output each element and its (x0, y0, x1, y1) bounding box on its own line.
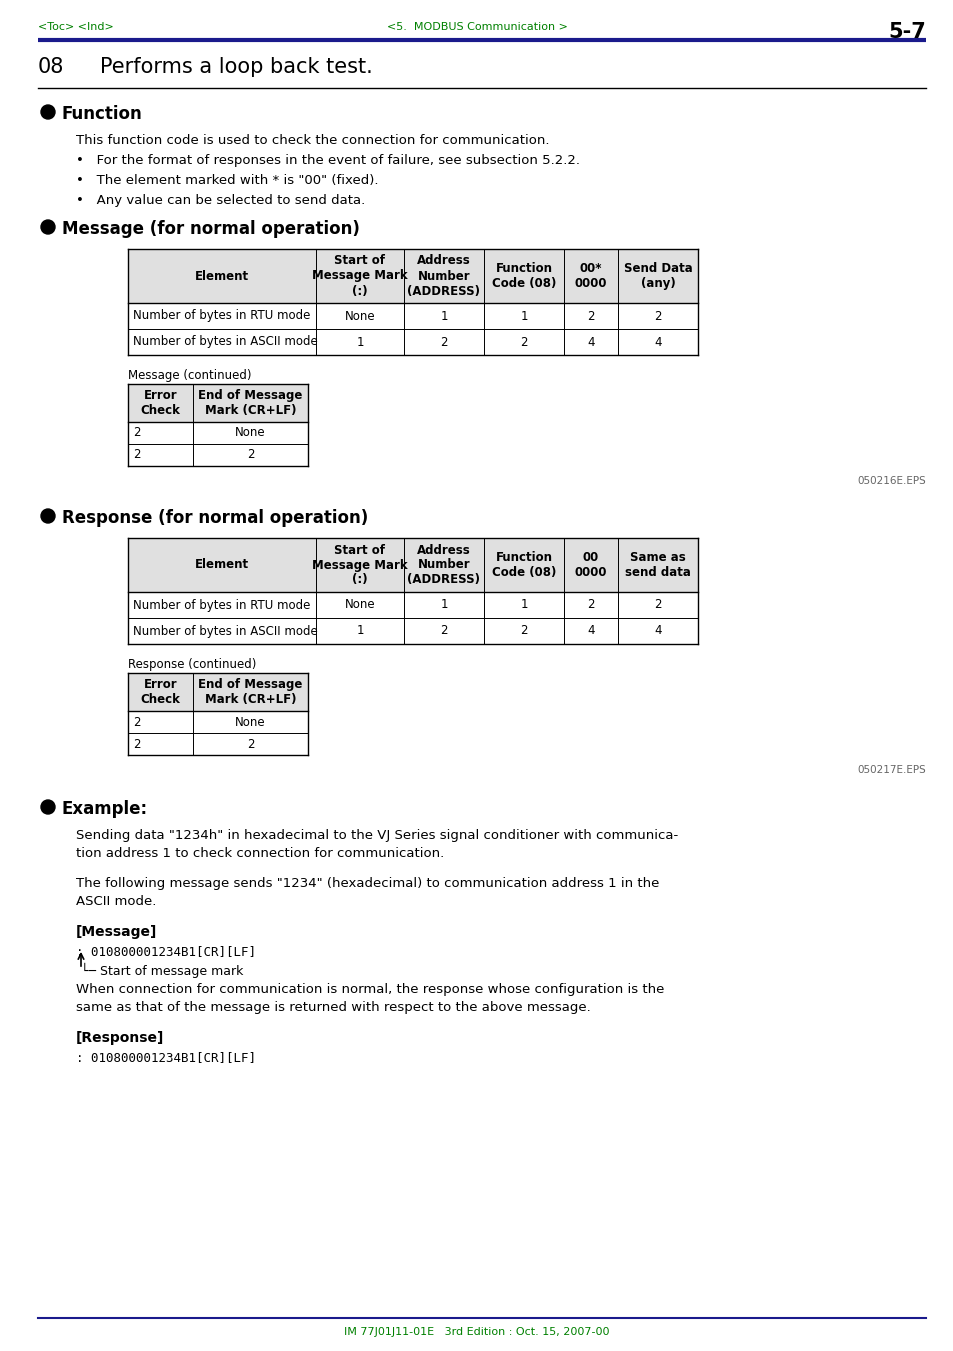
Text: Response (for normal operation): Response (for normal operation) (62, 509, 368, 527)
Text: None: None (235, 427, 266, 439)
Text: 2: 2 (519, 624, 527, 638)
Circle shape (41, 105, 55, 119)
Bar (128, 384, 308, 422)
Text: None: None (344, 309, 375, 323)
Bar (128, 673, 308, 711)
Text: None: None (235, 716, 266, 728)
Circle shape (41, 220, 55, 234)
Text: 2: 2 (587, 309, 594, 323)
Text: Error
Check: Error Check (140, 389, 180, 417)
Text: Number of bytes in ASCII mode: Number of bytes in ASCII mode (132, 335, 317, 349)
Text: 1: 1 (519, 309, 527, 323)
Text: 4: 4 (654, 624, 661, 638)
Text: This function code is used to check the connection for communication.: This function code is used to check the … (76, 134, 549, 147)
Text: [Response]: [Response] (76, 1031, 164, 1046)
Circle shape (41, 509, 55, 523)
Text: Error
Check: Error Check (140, 678, 180, 707)
Text: same as that of the message is returned with respect to the above message.: same as that of the message is returned … (76, 1001, 590, 1015)
Text: •   Any value can be selected to send data.: • Any value can be selected to send data… (76, 195, 365, 207)
Text: Start of
Message Mark
(:): Start of Message Mark (:) (312, 543, 407, 586)
Text: 2: 2 (247, 449, 254, 462)
Text: 00
0000: 00 0000 (574, 551, 607, 580)
Text: Same as
send data: Same as send data (624, 551, 690, 580)
Text: Message (for normal operation): Message (for normal operation) (62, 220, 359, 238)
Text: 2: 2 (587, 598, 594, 612)
Text: None: None (344, 598, 375, 612)
Text: Send Data
(any): Send Data (any) (623, 262, 692, 290)
Text: Performs a loop back test.: Performs a loop back test. (100, 57, 373, 77)
Text: Sending data "1234h" in hexadecimal to the VJ Series signal conditioner with com: Sending data "1234h" in hexadecimal to t… (76, 830, 678, 842)
Text: [Message]: [Message] (76, 925, 157, 939)
Text: 2: 2 (132, 716, 140, 728)
Text: Element: Element (194, 269, 249, 282)
Text: <Toc> <Ind>: <Toc> <Ind> (38, 22, 113, 32)
Text: End of Message
Mark (CR+LF): End of Message Mark (CR+LF) (198, 678, 302, 707)
Text: 1: 1 (439, 309, 447, 323)
Text: Element: Element (194, 558, 249, 571)
Text: •   The element marked with * is "00" (fixed).: • The element marked with * is "00" (fix… (76, 174, 378, 186)
Text: <5.  MODBUS Communication >: <5. MODBUS Communication > (386, 22, 567, 32)
Text: Address
Number
(ADDRESS): Address Number (ADDRESS) (407, 543, 480, 586)
Text: When connection for communication is normal, the response whose configuration is: When connection for communication is nor… (76, 984, 663, 996)
Text: Address
Number
(ADDRESS): Address Number (ADDRESS) (407, 254, 480, 297)
Text: 2: 2 (519, 335, 527, 349)
Text: 1: 1 (439, 598, 447, 612)
Text: End of Message
Mark (CR+LF): End of Message Mark (CR+LF) (198, 389, 302, 417)
Text: 2: 2 (132, 738, 140, 751)
Text: 2: 2 (247, 738, 254, 751)
Text: Function
Code (08): Function Code (08) (492, 551, 556, 580)
Text: Function: Function (62, 105, 143, 123)
Text: 00*
0000: 00* 0000 (574, 262, 607, 290)
Text: Start of
Message Mark
(:): Start of Message Mark (:) (312, 254, 407, 297)
Text: 4: 4 (654, 335, 661, 349)
Text: Function
Code (08): Function Code (08) (492, 262, 556, 290)
Bar (128, 538, 698, 592)
Text: IM 77J01J11-01E   3rd Edition : Oct. 15, 2007-00: IM 77J01J11-01E 3rd Edition : Oct. 15, 2… (344, 1327, 609, 1337)
Text: 050217E.EPS: 050217E.EPS (857, 765, 925, 775)
Text: Number of bytes in ASCII mode: Number of bytes in ASCII mode (132, 624, 317, 638)
Text: Response (continued): Response (continued) (128, 658, 256, 671)
Text: 2: 2 (132, 427, 140, 439)
Text: ASCII mode.: ASCII mode. (76, 894, 156, 908)
Bar (128, 249, 698, 303)
Text: Number of bytes in RTU mode: Number of bytes in RTU mode (132, 309, 310, 323)
Text: The following message sends "1234" (hexadecimal) to communication address 1 in t: The following message sends "1234" (hexa… (76, 877, 659, 890)
Text: 1: 1 (355, 335, 363, 349)
Text: Number of bytes in RTU mode: Number of bytes in RTU mode (132, 598, 310, 612)
Text: 08: 08 (38, 57, 64, 77)
Text: •   For the format of responses in the event of failure, see subsection 5.2.2.: • For the format of responses in the eve… (76, 154, 579, 168)
Text: 2: 2 (439, 624, 447, 638)
Circle shape (41, 800, 55, 815)
Text: 2: 2 (654, 598, 661, 612)
Text: 1: 1 (519, 598, 527, 612)
Text: Example:: Example: (62, 800, 148, 817)
Text: 2: 2 (132, 449, 140, 462)
Text: : 010800001234B1[CR][LF]: : 010800001234B1[CR][LF] (76, 944, 255, 958)
Text: 4: 4 (587, 335, 594, 349)
Text: 4: 4 (587, 624, 594, 638)
Text: 1: 1 (355, 624, 363, 638)
Text: 050216E.EPS: 050216E.EPS (857, 476, 925, 486)
Text: Message (continued): Message (continued) (128, 369, 252, 382)
Text: └─ Start of message mark: └─ Start of message mark (81, 963, 243, 978)
Text: 2: 2 (654, 309, 661, 323)
Text: 2: 2 (439, 335, 447, 349)
Text: 5-7: 5-7 (887, 22, 925, 42)
Text: : 010800001234B1[CR][LF]: : 010800001234B1[CR][LF] (76, 1051, 255, 1065)
Text: tion address 1 to check connection for communication.: tion address 1 to check connection for c… (76, 847, 444, 861)
